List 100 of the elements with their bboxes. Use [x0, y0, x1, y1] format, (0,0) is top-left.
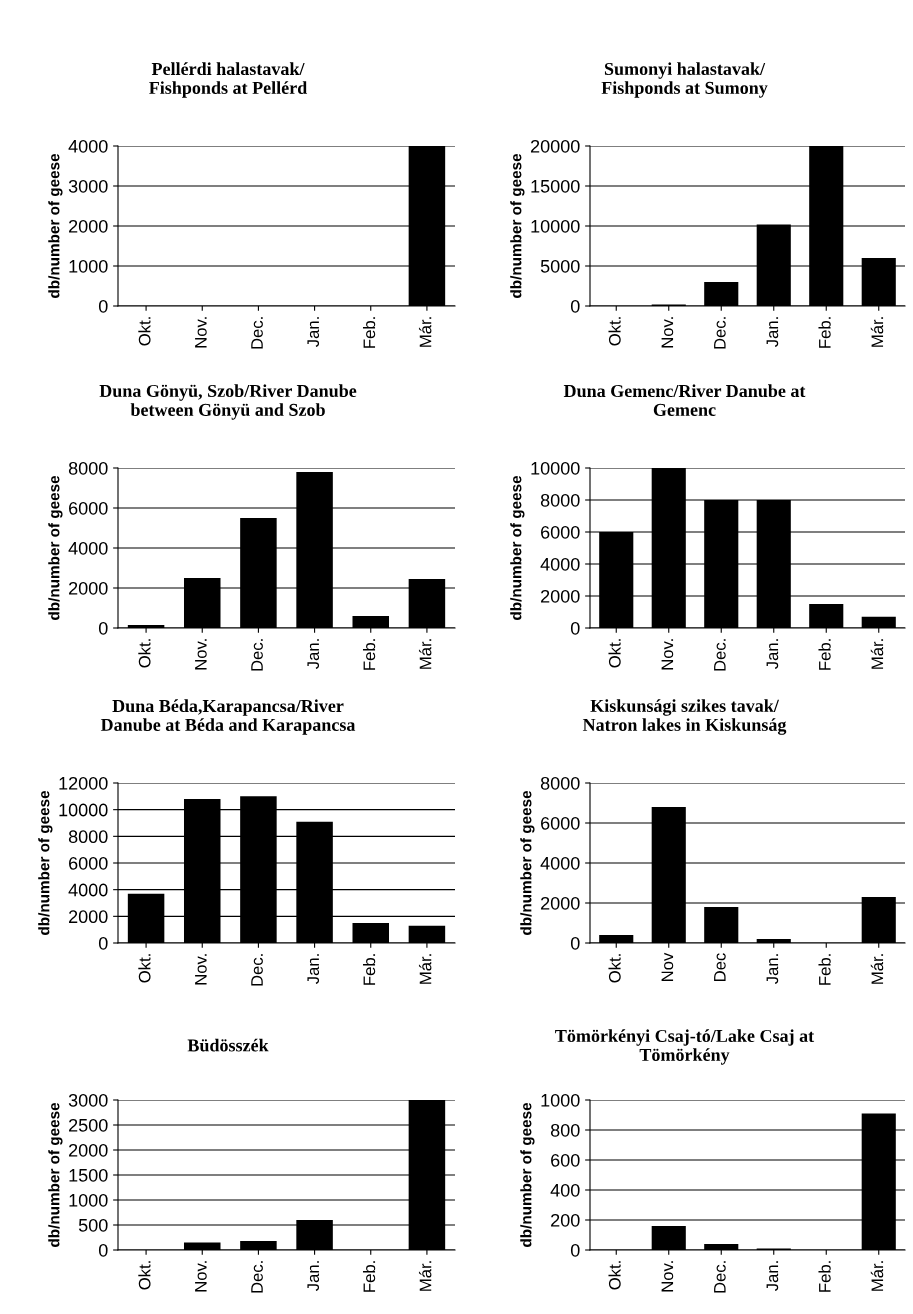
x-tick-label: Dec. — [714, 1261, 726, 1293]
x-tick-label: Már. — [418, 639, 432, 669]
x-tick-label: Okt. — [608, 954, 621, 983]
x-tick-label: Okt. — [608, 639, 621, 668]
x-tick-label: Dec. — [251, 1261, 263, 1293]
y-tick-label: 1500 — [69, 1168, 108, 1182]
y-tick-label: 20000 — [530, 139, 580, 153]
chart-title: Duna Gönyü, Szob/River Danube between Gönyü and Szob — [99, 384, 357, 420]
x-tick-label: Jan. — [307, 639, 320, 669]
y-tick-label: 2000 — [69, 581, 108, 595]
x-tick-label: Már. — [870, 317, 884, 347]
x-tick-label: Nov. — [661, 317, 674, 348]
x-tick-label: Dec. — [251, 639, 263, 671]
x-tick-label: Jan. — [307, 317, 320, 347]
y-axis-title: db/number of geese — [510, 153, 525, 298]
x-tick-label: Már. — [870, 639, 884, 669]
y-tick-label: 6000 — [541, 816, 580, 830]
x-tick-label: Már. — [418, 954, 432, 984]
y-tick-label: 4000 — [68, 139, 108, 153]
y-tick-label: 600 — [551, 1153, 580, 1167]
x-tick-label: Már. — [418, 1261, 432, 1291]
x-tick-label: Feb. — [362, 317, 376, 348]
x-tick-label: Feb. — [818, 317, 831, 348]
x-tick-label: Nov — [661, 952, 674, 981]
y-tick-label: 8000 — [68, 461, 108, 475]
x-tick-label: Feb. — [362, 1261, 376, 1292]
y-tick-label: 6000 — [69, 501, 108, 515]
x-tick-label: Okt. — [608, 317, 621, 346]
x-tick-label: Dec. — [251, 317, 263, 349]
y-tick-label: 0 — [98, 1243, 108, 1257]
y-tick-label: 800 — [550, 1123, 580, 1137]
x-tick-label: Jan. — [766, 954, 779, 984]
y-axis-title: db/number of geese — [510, 475, 525, 620]
y-tick-label: 2000 — [541, 589, 580, 603]
x-tick-label: Nov. — [195, 1261, 207, 1292]
y-tick-label: 2000 — [69, 219, 108, 233]
y-tick-label: 0 — [570, 299, 580, 313]
x-tick-label: Nov. — [195, 317, 207, 348]
y-tick-label: 0 — [98, 936, 108, 950]
x-tick-label: Okt. — [138, 639, 151, 668]
y-tick-label: 6000 — [541, 525, 580, 539]
x-tick-label: Jan. — [307, 1261, 320, 1291]
y-axis-title: db/number of geese — [520, 1102, 535, 1247]
y-tick-label: 400 — [550, 1183, 580, 1197]
x-tick-label: Okt. — [138, 317, 151, 346]
x-tick-label: Feb. — [818, 639, 831, 670]
x-tick-label: Nov. — [661, 1261, 674, 1292]
chart-title: Pellérdi halastavak/ Fishponds at Pellérd — [149, 62, 308, 98]
y-axis-title: db/number of geese — [48, 153, 63, 298]
x-tick-label: Nov. — [661, 639, 674, 670]
x-tick-label: Okt. — [138, 954, 151, 983]
y-tick-label: 8000 — [68, 830, 108, 844]
chart-title: Duna Béda,Karapancsa/River Danube at Béda and Karapancsa — [100, 699, 356, 735]
x-tick-label: Feb. — [362, 639, 376, 670]
y-tick-label: 8000 — [540, 776, 580, 790]
x-tick-label: Már. — [870, 1261, 884, 1291]
y-tick-label: 10000 — [59, 803, 108, 817]
x-tick-label: Jan. — [766, 1261, 779, 1291]
chart-title: Büdösszék — [187, 1038, 269, 1052]
y-tick-label: 200 — [551, 1213, 580, 1227]
x-tick-label: Okt. — [608, 1261, 621, 1290]
x-tick-label: Feb. — [818, 954, 831, 985]
y-tick-label: 8000 — [540, 493, 580, 507]
chart-title: Duna Gemenc/River Danube at Gemenc — [563, 384, 806, 416]
x-tick-label: Nov. — [195, 954, 207, 985]
y-tick-label: 10000 — [531, 219, 580, 233]
y-tick-label: 15000 — [531, 179, 580, 193]
chart-title: Tömörkényi Csaj-tó/Lake Csaj at Tömörkény — [555, 1029, 815, 1065]
x-tick-label: Dec. — [714, 317, 726, 349]
y-axis-title: db/number of geese — [38, 790, 53, 935]
y-axis-title: db/number of geese — [520, 790, 535, 935]
y-tick-label: 4000 — [540, 856, 580, 870]
y-tick-label: 0 — [570, 621, 580, 635]
y-tick-label: 4000 — [540, 557, 580, 571]
x-tick-label: Dec. — [251, 954, 263, 986]
y-tick-label: 12000 — [59, 776, 108, 790]
y-tick-label: 2000 — [69, 910, 108, 924]
y-tick-label: 0 — [570, 936, 580, 950]
x-tick-label: Feb. — [818, 1261, 831, 1292]
x-tick-label: Jan. — [766, 639, 779, 669]
y-tick-label: 10000 — [531, 461, 580, 475]
y-tick-label: 3000 — [68, 179, 108, 193]
y-axis-title: db/number of geese — [48, 475, 63, 620]
chart-title: Kiskunsági szikes tavak/ Natron lakes in Kiskunság — [582, 699, 787, 735]
x-tick-label: Nov. — [195, 639, 207, 670]
x-tick-label: Dec. — [714, 639, 726, 671]
y-tick-label: 3000 — [68, 1093, 108, 1107]
y-tick-label: 0 — [98, 621, 108, 635]
chart-title: Sumonyi halastavak/ Fishponds at Sumony — [601, 62, 768, 98]
x-tick-label: Már. — [870, 954, 884, 984]
y-tick-label: 1000 — [69, 259, 108, 273]
x-tick-label: Feb. — [362, 954, 376, 985]
y-tick-label: 4000 — [68, 883, 108, 897]
y-tick-label: 5000 — [540, 259, 580, 273]
y-tick-label: 4000 — [68, 541, 108, 555]
y-tick-label: 1000 — [69, 1193, 108, 1207]
y-tick-label: 0 — [98, 299, 108, 313]
y-tick-label: 1000 — [541, 1093, 580, 1107]
y-tick-label: 6000 — [69, 856, 108, 870]
x-tick-label: Már. — [418, 317, 432, 347]
